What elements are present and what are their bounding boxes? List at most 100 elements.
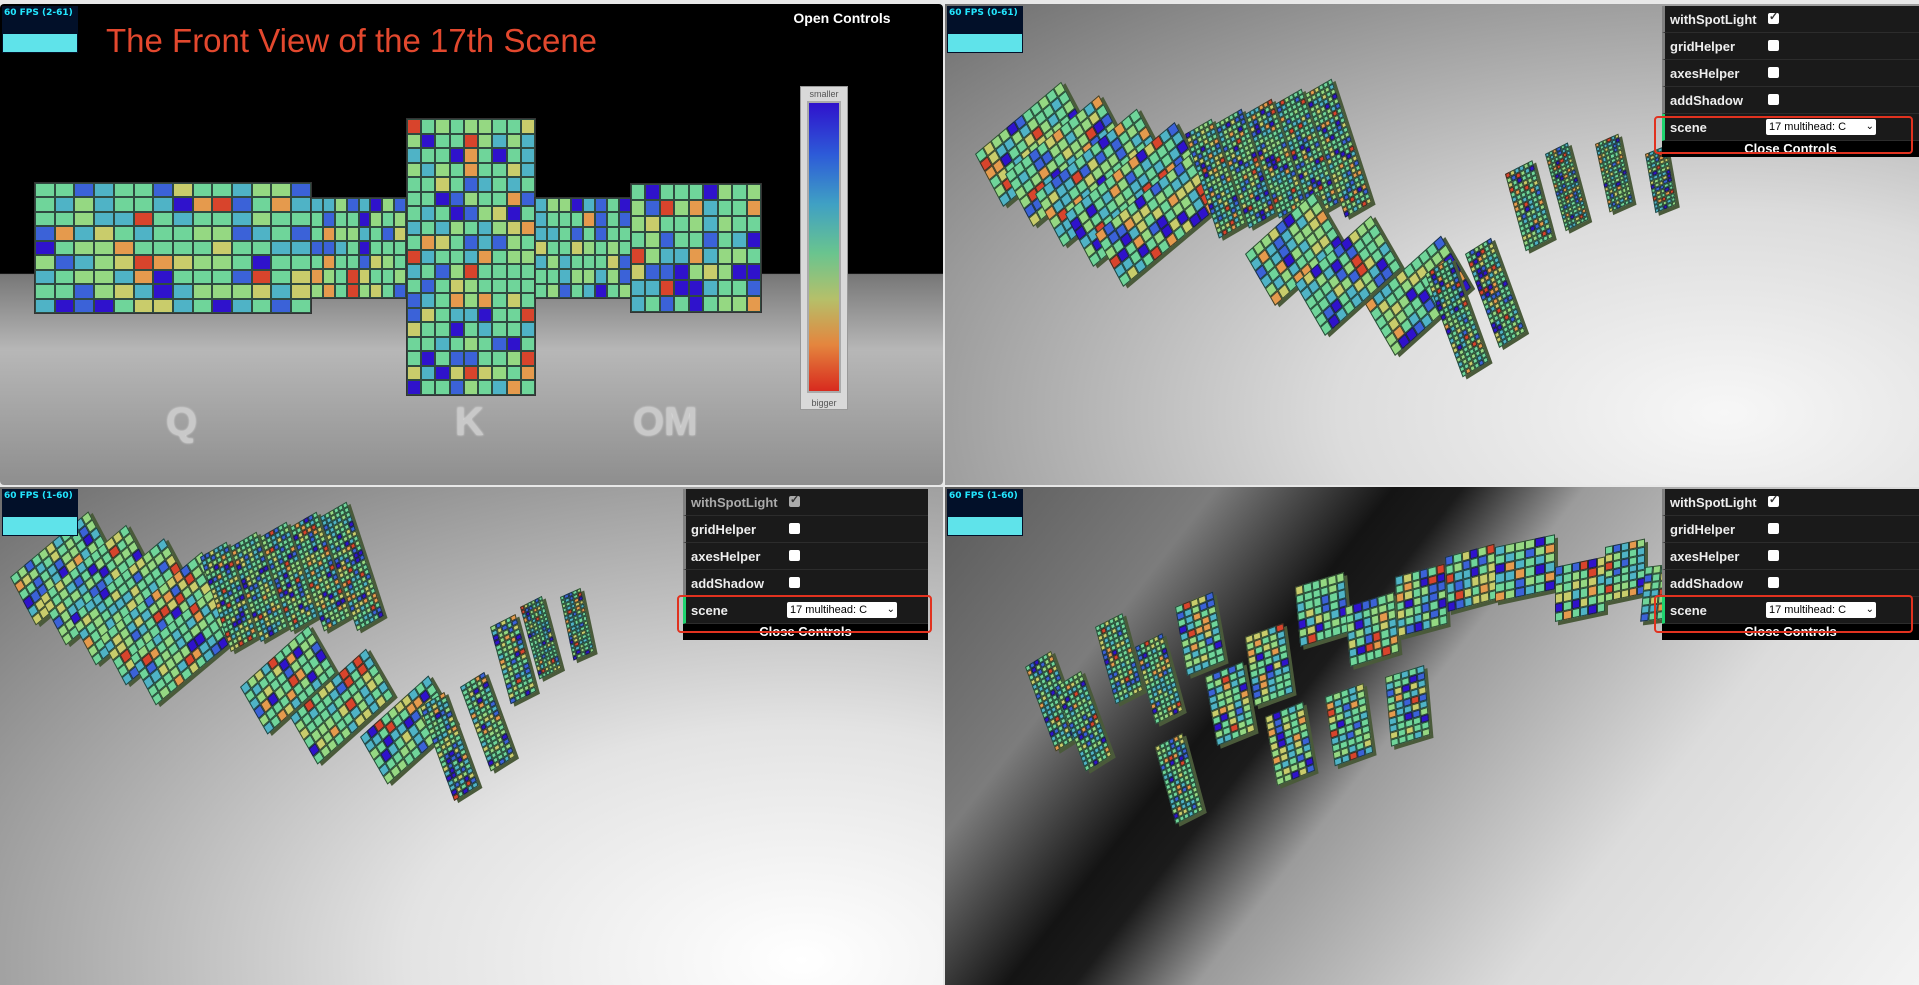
heatmap-cell: [358, 212, 371, 227]
heatmap-cell: [435, 235, 450, 250]
heatmap-cell: [583, 283, 595, 298]
heatmap-cell: [271, 240, 292, 256]
heatmap-cell: [212, 211, 233, 227]
heatmap-cell: [463, 336, 479, 352]
scene-select[interactable]: 17 multihead: C ⌄: [1766, 602, 1876, 618]
grid-helper-checkbox[interactable]: [1768, 523, 1779, 534]
heatmap-cell: [346, 269, 359, 284]
heatmap-cell: [232, 298, 252, 313]
heatmap-slab: [1175, 591, 1226, 676]
add-shadow-checkbox[interactable]: [1768, 577, 1779, 588]
heatmap-cell: [344, 611, 351, 619]
heatmap-cell: [407, 293, 422, 308]
axes-helper-row: axesHelper: [1662, 60, 1919, 87]
heatmap-cell: [583, 269, 595, 284]
scene-title: The Front View of the 17th Scene: [106, 22, 598, 59]
heatmap-cell: [407, 264, 422, 279]
heatmap-cell: [703, 280, 718, 296]
heatmap-cell: [94, 298, 114, 313]
heatmap-cell: [291, 284, 311, 299]
heatmap-cell: [113, 211, 134, 227]
heatmap-cell: [232, 211, 252, 227]
heatmap-cell: [674, 280, 689, 296]
heatmap-cell: [547, 226, 559, 241]
heatmap-cell: [394, 283, 406, 298]
heatmap-cell: [94, 255, 114, 270]
heatmap-cell: [732, 184, 747, 200]
heatmap-cell: [717, 264, 733, 280]
heatmap-cell: [435, 119, 450, 134]
heatmap-cell: [421, 278, 436, 294]
scene-select[interactable]: 17 multihead: C ⌄: [787, 602, 897, 618]
front-view-panel[interactable]: 60 FPS (2-61) The Front View of the 17th…: [0, 4, 943, 485]
heatmap-cell: [746, 232, 761, 248]
axes-helper-checkbox[interactable]: [789, 550, 800, 561]
heatmap-cell: [645, 216, 660, 232]
heatmap-cell: [153, 298, 173, 313]
heatmap-cell: [407, 235, 422, 250]
heatmap-cell: [1545, 580, 1555, 592]
heatmap-cell: [520, 162, 535, 178]
heatmap-cell: [271, 197, 292, 212]
open-controls-button[interactable]: Open Controls: [793, 10, 891, 26]
heatmap-cell: [421, 220, 436, 236]
heatmap-cell: [407, 148, 422, 163]
scene-label: scene: [691, 603, 728, 618]
heatmap-cell: [435, 365, 450, 381]
heatmap-cell: [688, 264, 704, 280]
grid-helper-checkbox[interactable]: [789, 523, 800, 534]
heatmap-cell: [54, 255, 75, 270]
heatmap-cell: [746, 280, 761, 296]
with-spot-light-label: withSpotLight: [1670, 12, 1757, 27]
heatmap-cell: [94, 226, 114, 241]
heatmap-cell: [1628, 197, 1633, 204]
heatmap-cell: [1246, 723, 1256, 734]
heatmap-cell: [607, 240, 619, 256]
perspective-view-panel-3[interactable]: 60 FPS (1-60) withSpotLight gridHelper a…: [945, 487, 1919, 985]
heatmap-cell: [506, 162, 521, 178]
heatmap-cell: [192, 183, 213, 198]
heatmap-cell: [463, 191, 479, 207]
heatmap-cell: [1365, 197, 1372, 205]
add-shadow-checkbox[interactable]: [1768, 94, 1779, 105]
heatmap-cell: [291, 269, 311, 285]
heatmap-cell: [463, 206, 479, 221]
heatmap-cell: [520, 177, 535, 192]
heatmap-cell: [478, 278, 493, 294]
with-spot-light-checkbox[interactable]: [789, 493, 800, 507]
heatmap-cell: [506, 336, 521, 352]
heatmap-cell: [1515, 586, 1525, 598]
heatmap-cell: [435, 220, 450, 236]
heatmap-cell: [407, 220, 422, 236]
axes-helper-checkbox[interactable]: [1768, 67, 1779, 78]
scene-select[interactable]: 17 multihead: C ⌄: [1766, 119, 1876, 135]
grid-helper-checkbox[interactable]: [1768, 40, 1779, 51]
heatmap-cell: [153, 197, 173, 212]
heatmap-cell: [212, 197, 233, 212]
axes-helper-checkbox[interactable]: [1768, 550, 1779, 561]
add-shadow-row: addShadow: [683, 570, 928, 597]
heatmap-cell: [435, 336, 450, 352]
heatmap-cell: [463, 119, 479, 134]
heatmap-cell: [172, 183, 193, 198]
with-spot-light-checkbox[interactable]: [1768, 10, 1779, 24]
heatmap-cell: [559, 212, 571, 227]
heatmap-cell: [746, 216, 761, 232]
perspective-view-panel-2[interactable]: 60 FPS (1-60) withSpotLight gridHelper a…: [0, 487, 943, 985]
heatmap-cell: [506, 206, 521, 221]
heatmap-cell: [703, 296, 718, 312]
heatmap-cell: [535, 283, 547, 298]
fps-text: 60 FPS (1-60): [949, 491, 1018, 501]
scene-label: scene: [1670, 120, 1707, 135]
heatmap-cell: [133, 197, 154, 212]
heatmap-cell: [703, 184, 718, 200]
add-shadow-checkbox[interactable]: [789, 577, 800, 588]
with-spot-light-checkbox[interactable]: [1768, 493, 1779, 507]
heatmap-cell: [1563, 609, 1572, 621]
fps-text: 60 FPS (2-61): [4, 8, 73, 18]
heatmap-cell: [172, 211, 193, 227]
heatmap-cell: [535, 198, 547, 213]
perspective-view-panel-1[interactable]: 60 FPS (0-61) withSpotLight gridHelper a…: [945, 4, 1919, 485]
heatmap-cell: [478, 162, 493, 178]
heatmap-cell: [113, 183, 134, 198]
